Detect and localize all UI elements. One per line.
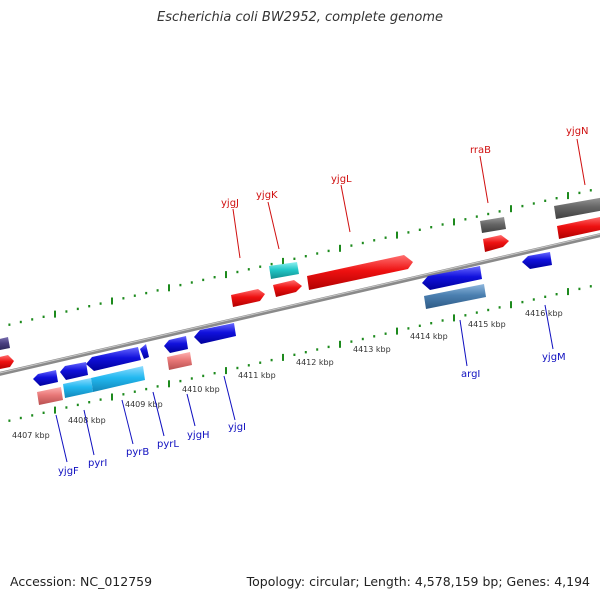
leader-yjgH	[186, 393, 196, 427]
gene-pink-yjgH[interactable]	[167, 352, 192, 370]
kbp-label: 4416 kbp	[525, 309, 563, 318]
accession-text: Accession: NC_012759	[10, 574, 153, 589]
kbp-label: 4412 kbp	[296, 358, 334, 367]
leader-pyrB	[121, 399, 134, 445]
gene-argI[interactable]	[422, 266, 482, 290]
gene-label-argI: argI	[461, 369, 480, 380]
leader-yjgJ	[232, 208, 241, 259]
kbp-label: 4414 kbp	[410, 332, 448, 341]
kbp-label: 4408 kbp	[68, 416, 106, 425]
genome-summary-text: Topology: circular; Length: 4,578,159 bp…	[246, 574, 590, 589]
gene-gray-rraB[interactable]	[480, 217, 506, 233]
gene-yjgK[interactable]	[273, 280, 302, 297]
gene-label-pyrL: pyrL	[157, 439, 179, 450]
leader-yjgM	[544, 304, 554, 350]
gene-yjgH[interactable]	[164, 336, 188, 353]
map-title: Escherichia coli BW2952, complete genome	[157, 10, 443, 25]
gene-lightblue-pyrB[interactable]	[91, 366, 145, 392]
leader-rraB	[479, 155, 489, 204]
gene-steel-argI[interactable]	[424, 284, 486, 309]
gene-yjgF[interactable]	[33, 370, 58, 386]
gene-yjgL[interactable]	[307, 255, 413, 290]
gene-label-yjgF: yjgF	[58, 466, 79, 477]
upper-tick-track	[8, 189, 592, 326]
gene-cyan-rna[interactable]	[269, 262, 299, 279]
leader-pyrL	[152, 391, 165, 437]
kbp-label: 4411 kbp	[238, 371, 276, 380]
gene-label-yjgN: yjgN	[566, 126, 589, 137]
gene-label-pyrI: pyrI	[88, 458, 107, 469]
gene-lightblue-pyrI[interactable]	[63, 378, 93, 398]
leader-yjgF	[55, 414, 68, 463]
gene-pyrI[interactable]	[60, 362, 88, 380]
lower-tick-track	[8, 285, 592, 422]
gene-label-yjgH: yjgH	[187, 430, 210, 441]
leader-pyrI	[83, 409, 95, 456]
gene-label-rraB: rraB	[470, 145, 491, 156]
gene-rraB[interactable]	[483, 235, 509, 252]
leader-yjgL	[340, 184, 351, 233]
gene-label-yjgM: yjgM	[542, 352, 566, 363]
gene-yjgI[interactable]	[194, 323, 236, 344]
kbp-label: 4410 kbp	[182, 385, 220, 394]
gene-pink-yjgF[interactable]	[37, 387, 63, 405]
gene-label-yjgK: yjgK	[256, 190, 278, 201]
kbp-label: 4415 kbp	[468, 320, 506, 329]
gene-pyrB[interactable]	[86, 347, 141, 371]
kbp-label: 4409 kbp	[125, 400, 163, 409]
leader-yjgI	[223, 375, 236, 421]
gene-yjgJ[interactable]	[231, 289, 265, 307]
genome-backbone-highlight	[0, 233, 600, 374]
kbp-label: 4407 kbp	[12, 431, 50, 440]
leader-yjgN	[576, 138, 586, 186]
gene-gray-yjgN[interactable]	[554, 197, 600, 219]
kbp-label: 4413 kbp	[353, 345, 391, 354]
gene-yjgN[interactable]	[557, 216, 600, 239]
gene-yjgM[interactable]	[522, 252, 552, 269]
genome-backbone	[0, 233, 600, 376]
gene-label-yjgL: yjgL	[331, 174, 352, 185]
gene-label-yjgJ: yjgJ	[221, 198, 239, 209]
leader-yjgK	[267, 201, 280, 250]
gene-label-pyrB: pyrB	[126, 447, 149, 458]
gene-pyrL[interactable]	[140, 344, 149, 359]
leader-argI	[459, 319, 468, 367]
gene-label-yjgI: yjgI	[228, 422, 246, 433]
gene-red-left[interactable]	[0, 355, 14, 370]
gene-purple-left[interactable]	[0, 337, 10, 351]
